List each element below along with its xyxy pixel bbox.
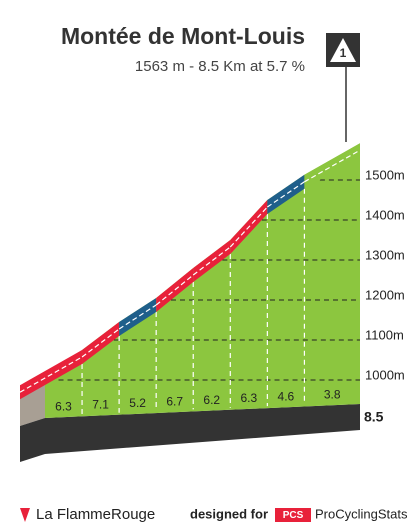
pcs-name: ProCyclingStats [315, 506, 408, 521]
band-centerline [304, 149, 361, 183]
x-tick-label: 4 [189, 447, 197, 463]
y-tick-label: 1200m [365, 287, 405, 302]
designed-for: designed for [190, 506, 268, 521]
y-tick-label: 1000m [365, 367, 405, 382]
ground [20, 404, 360, 462]
gradient-band [82, 322, 120, 364]
finish-marker: 1 [340, 46, 347, 60]
gradient-label: 6.7 [166, 394, 183, 408]
x-tick-label: 6 [263, 444, 271, 460]
finish-triangle [330, 38, 356, 62]
gradient-label: 6.3 [55, 399, 72, 413]
flamme-logo [20, 508, 30, 522]
brand: La FlammeRouge [36, 506, 155, 523]
gradient-label: 4.6 [278, 389, 295, 403]
gradient-label: 7.1 [92, 398, 109, 412]
y-tick-label: 1300m [365, 247, 405, 262]
footer: La FlammeRouge designed for PCS ProCycli… [20, 506, 408, 523]
x-tick-label: 3 [152, 449, 160, 465]
x-tick-label: 8.5 [364, 409, 384, 425]
x-tick-label: 2 [115, 450, 123, 466]
gradient-band [119, 298, 157, 336]
gradient-band [193, 240, 231, 282]
profile-area [45, 143, 360, 418]
chart-subtitle: 1563 m - 8.5 Km at 5.7 % [135, 58, 305, 75]
y-tick-label: 1400m [365, 207, 405, 222]
pcs-logo-box [275, 508, 311, 522]
gradient-label: 3.8 [324, 387, 341, 401]
band-centerline [118, 304, 157, 330]
gradient-label: 6.2 [203, 393, 220, 407]
x-tick-label: 5 [226, 445, 234, 461]
band-centerline [229, 206, 268, 248]
x-tick-label: 1 [78, 452, 86, 468]
gradient-band [156, 268, 194, 312]
gradient-label: 5.2 [129, 396, 146, 410]
y-tick-label: 1100m [365, 327, 404, 342]
y-tick-label: 1500m [365, 167, 405, 182]
pcs-logo: PCS [283, 510, 304, 521]
x-tick-label: 7 [301, 442, 309, 458]
chart-title: Montée de Mont-Louis [61, 23, 305, 49]
gradient-label: 6.3 [240, 391, 257, 405]
gradient-band [304, 143, 360, 189]
band-centerline [19, 356, 83, 393]
gradient-band [267, 174, 305, 214]
